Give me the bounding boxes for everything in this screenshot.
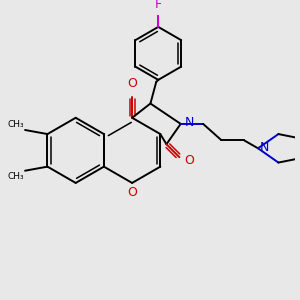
Text: N: N xyxy=(260,141,269,154)
Text: N: N xyxy=(185,116,194,129)
Text: CH₃: CH₃ xyxy=(8,172,24,181)
Text: CH₃: CH₃ xyxy=(8,120,24,129)
Text: F: F xyxy=(155,0,162,11)
Text: O: O xyxy=(127,77,137,90)
Text: O: O xyxy=(184,154,194,167)
Text: O: O xyxy=(127,186,137,199)
